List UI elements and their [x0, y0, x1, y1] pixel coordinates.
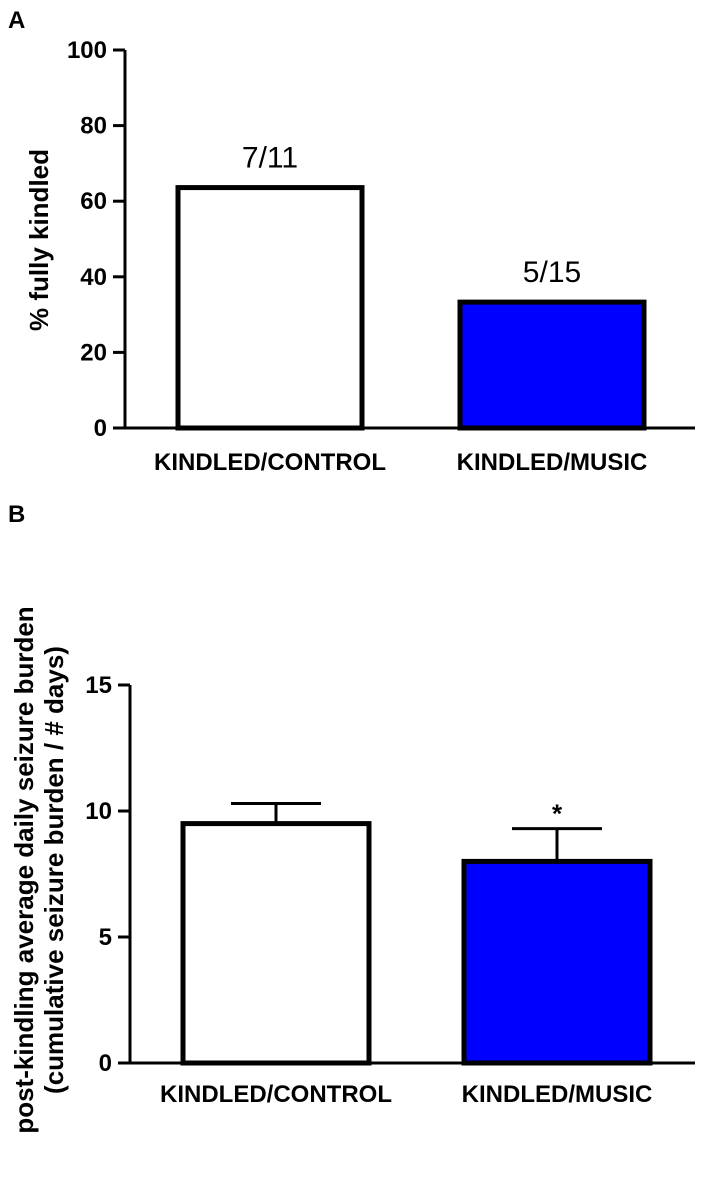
y-tick-label: 0 [94, 415, 107, 442]
panel-b-ylabel-line-1: post-kindling average daily seizure burd… [9, 606, 39, 1133]
y-tick-label: 5 [99, 924, 112, 951]
significance-marker: * [552, 799, 563, 829]
bar [461, 858, 653, 1066]
panel-b-ylabel-line-2: (cumulative seizure burden / # days) [39, 646, 69, 1094]
y-tick-label: 20 [80, 339, 107, 366]
y-tick-label: 40 [80, 264, 107, 291]
y-tick-label: 15 [85, 672, 112, 699]
x-tick-label: KINDLED/MUSIC [457, 449, 648, 476]
y-tick-label: 0 [99, 1050, 112, 1077]
x-tick-label: KINDLED/MUSIC [462, 1081, 653, 1108]
panel-a-ylabel: % fully kindled [24, 149, 54, 331]
bar [180, 821, 372, 1066]
data-label: 5/15 [523, 256, 581, 289]
bar [457, 299, 647, 431]
y-tick-label: 60 [80, 188, 107, 215]
x-tick-label: KINDLED/CONTROL [154, 449, 386, 476]
panel-b-chart: B post-kindling average daily seizure bu… [8, 501, 695, 1134]
x-tick-label: KINDLED/CONTROL [160, 1081, 392, 1108]
y-tick-label: 10 [85, 798, 112, 825]
panel-b-letter: B [8, 501, 25, 528]
bar [175, 185, 365, 431]
panel-a-chart: A % fully kindled 0 20 40 60 80 100 KINDLED/CO… [8, 7, 695, 476]
y-tick-label: 80 [80, 113, 107, 140]
panel-a-letter: A [8, 7, 25, 34]
data-label: 7/11 [242, 142, 298, 175]
y-tick-label: 100 [67, 37, 107, 64]
